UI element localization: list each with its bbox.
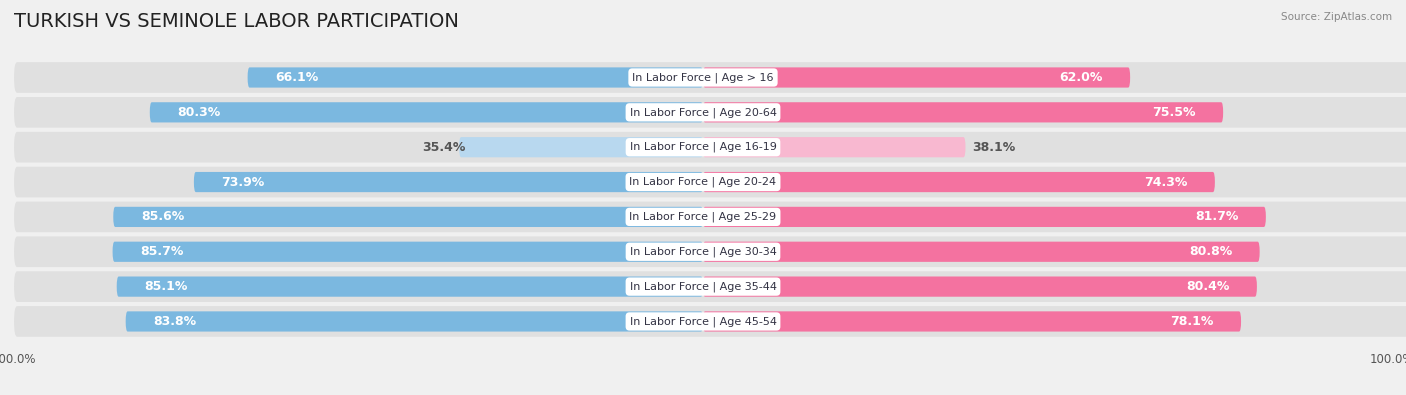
Text: Source: ZipAtlas.com: Source: ZipAtlas.com (1281, 12, 1392, 22)
Text: In Labor Force | Age 45-54: In Labor Force | Age 45-54 (630, 316, 776, 327)
FancyBboxPatch shape (247, 68, 703, 88)
Text: 85.6%: 85.6% (141, 211, 184, 224)
FancyBboxPatch shape (14, 132, 1406, 162)
Text: 78.1%: 78.1% (1170, 315, 1213, 328)
FancyBboxPatch shape (703, 276, 1257, 297)
FancyBboxPatch shape (112, 242, 703, 262)
Text: In Labor Force | Age 25-29: In Labor Force | Age 25-29 (630, 212, 776, 222)
Text: 85.7%: 85.7% (141, 245, 184, 258)
Text: In Labor Force | Age 35-44: In Labor Force | Age 35-44 (630, 281, 776, 292)
Text: 80.3%: 80.3% (177, 106, 221, 119)
FancyBboxPatch shape (703, 172, 1215, 192)
Text: 83.8%: 83.8% (153, 315, 197, 328)
FancyBboxPatch shape (14, 271, 1406, 302)
FancyBboxPatch shape (150, 102, 703, 122)
Text: In Labor Force | Age 16-19: In Labor Force | Age 16-19 (630, 142, 776, 152)
Text: 80.8%: 80.8% (1189, 245, 1232, 258)
FancyBboxPatch shape (14, 306, 1406, 337)
FancyBboxPatch shape (703, 102, 1223, 122)
FancyBboxPatch shape (703, 207, 1265, 227)
FancyBboxPatch shape (703, 137, 966, 157)
FancyBboxPatch shape (114, 207, 703, 227)
FancyBboxPatch shape (14, 62, 1406, 93)
FancyBboxPatch shape (14, 237, 1406, 267)
Text: 35.4%: 35.4% (423, 141, 465, 154)
Text: 73.9%: 73.9% (221, 175, 264, 188)
FancyBboxPatch shape (194, 172, 703, 192)
FancyBboxPatch shape (14, 201, 1406, 232)
Text: 74.3%: 74.3% (1144, 175, 1187, 188)
FancyBboxPatch shape (117, 276, 703, 297)
Text: 66.1%: 66.1% (276, 71, 318, 84)
Text: TURKISH VS SEMINOLE LABOR PARTICIPATION: TURKISH VS SEMINOLE LABOR PARTICIPATION (14, 12, 458, 31)
FancyBboxPatch shape (460, 137, 703, 157)
FancyBboxPatch shape (14, 167, 1406, 198)
FancyBboxPatch shape (125, 311, 703, 331)
Text: 75.5%: 75.5% (1152, 106, 1195, 119)
Text: In Labor Force | Age 20-24: In Labor Force | Age 20-24 (630, 177, 776, 187)
Text: 80.4%: 80.4% (1187, 280, 1229, 293)
Text: 38.1%: 38.1% (973, 141, 1015, 154)
Text: 62.0%: 62.0% (1059, 71, 1102, 84)
FancyBboxPatch shape (14, 97, 1406, 128)
FancyBboxPatch shape (703, 311, 1241, 331)
Text: In Labor Force | Age 20-64: In Labor Force | Age 20-64 (630, 107, 776, 118)
FancyBboxPatch shape (703, 242, 1260, 262)
Text: 85.1%: 85.1% (145, 280, 187, 293)
FancyBboxPatch shape (703, 68, 1130, 88)
Text: In Labor Force | Age > 16: In Labor Force | Age > 16 (633, 72, 773, 83)
Text: 81.7%: 81.7% (1195, 211, 1239, 224)
Text: In Labor Force | Age 30-34: In Labor Force | Age 30-34 (630, 246, 776, 257)
